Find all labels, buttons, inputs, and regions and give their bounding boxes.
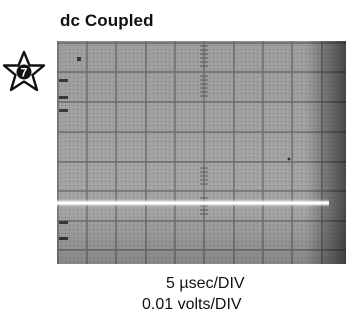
badge-number: 7 — [21, 66, 28, 80]
trace-line — [57, 199, 329, 207]
phosphor-speck — [287, 157, 291, 161]
star-badge-icon: 7 — [2, 50, 46, 92]
vignette — [57, 41, 346, 264]
figure-title: dc Coupled — [60, 11, 154, 30]
oscilloscope-photo — [57, 41, 346, 264]
time-base-label: 5 µsec/DIV — [166, 275, 245, 292]
volts-scale-label: 0.01 volts/DIV — [142, 296, 242, 313]
